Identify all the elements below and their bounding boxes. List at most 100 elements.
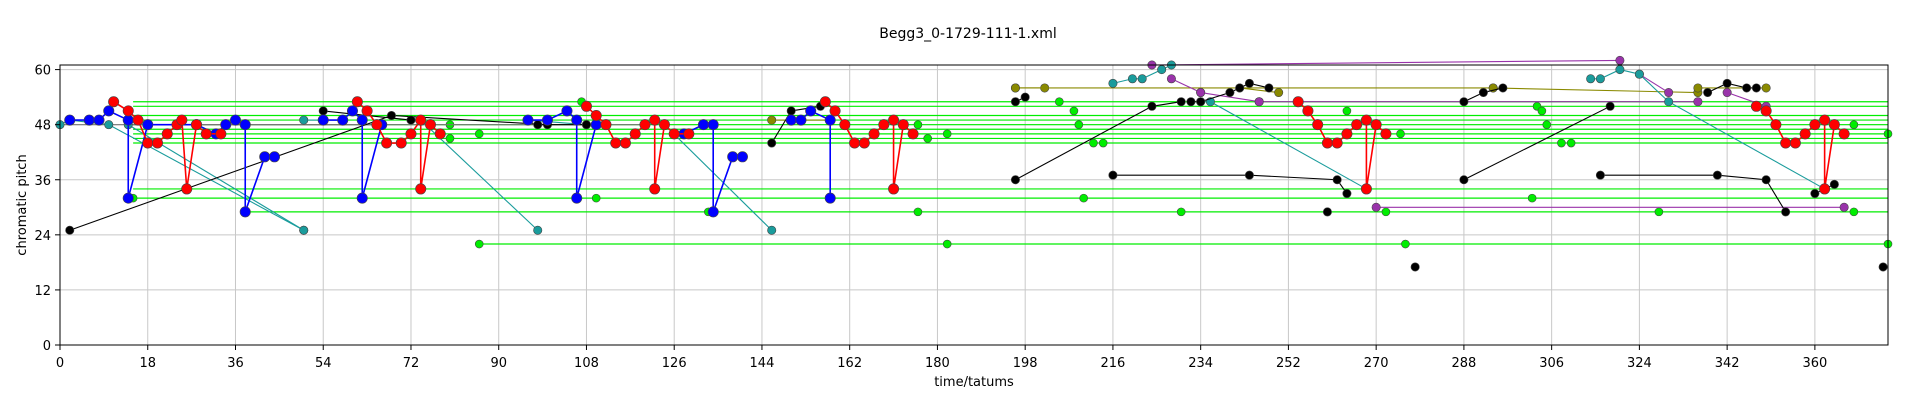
x-tick-label: 234	[1188, 356, 1213, 371]
data-point	[122, 114, 134, 126]
data-point	[1809, 119, 1821, 131]
data-point	[356, 114, 368, 126]
series-line	[683, 123, 743, 213]
data-point	[1396, 129, 1405, 139]
data-point	[736, 151, 748, 163]
data-point	[1302, 105, 1314, 117]
x-tick-label: 54	[315, 356, 332, 371]
data-point	[415, 114, 427, 126]
data-point	[819, 96, 831, 108]
data-point	[395, 137, 407, 149]
data-point	[1634, 69, 1644, 79]
data-point	[849, 137, 861, 149]
data-point	[474, 239, 484, 249]
data-point	[1079, 193, 1088, 203]
x-tick-label: 144	[750, 356, 775, 371]
data-point	[1615, 55, 1625, 65]
series-line	[1600, 174, 1787, 213]
data-point	[1225, 88, 1235, 98]
data-point	[1595, 74, 1605, 84]
series-line	[1463, 105, 1611, 181]
data-point	[1360, 114, 1372, 126]
series-line	[356, 101, 441, 190]
data-point	[259, 151, 271, 163]
data-point	[561, 105, 573, 117]
data-point	[268, 151, 280, 163]
data-point	[668, 128, 680, 140]
data-point	[239, 206, 251, 218]
x-axis-label: time/tatums	[934, 375, 1014, 390]
x-tick-label: 36	[227, 356, 244, 371]
data-point	[190, 119, 202, 131]
data-point	[424, 119, 436, 131]
data-point	[1819, 183, 1831, 195]
data-point	[649, 183, 661, 195]
series-red	[108, 96, 1850, 195]
y-axis-label: chromatic pitch	[15, 154, 30, 255]
data-point	[151, 137, 163, 149]
y-tick-label: 24	[34, 229, 51, 244]
x-tick-label: 180	[925, 356, 950, 371]
data-point	[1722, 78, 1732, 88]
x-tick-label: 162	[837, 356, 862, 371]
series-line	[1200, 91, 1260, 103]
data-point	[767, 138, 777, 148]
data-point	[590, 119, 602, 131]
series-line	[1015, 101, 1182, 181]
data-point	[888, 183, 900, 195]
plot-frame	[59, 64, 1889, 346]
data-point	[629, 128, 641, 140]
data-point	[1789, 137, 1801, 149]
data-point	[1360, 183, 1372, 195]
series-line	[1707, 82, 1757, 94]
data-point	[229, 114, 241, 126]
data-point	[639, 119, 651, 131]
data-point	[1459, 97, 1469, 107]
data-point	[93, 114, 105, 126]
data-point	[942, 129, 952, 139]
data-point	[1264, 83, 1274, 93]
data-point	[200, 128, 212, 140]
data-point	[1605, 101, 1615, 111]
data-point	[371, 119, 383, 131]
data-point	[888, 114, 900, 126]
data-point	[1341, 128, 1353, 140]
data-point	[1108, 170, 1118, 180]
series-line	[1151, 59, 1620, 66]
data-point	[1527, 193, 1537, 203]
data-point	[1176, 207, 1186, 217]
data-point	[1157, 65, 1167, 75]
series-line	[1493, 87, 1698, 94]
data-point	[103, 105, 115, 117]
data-point	[1566, 138, 1576, 148]
data-point	[1459, 175, 1469, 185]
x-tick-label: 360	[1802, 356, 1827, 371]
x-tick-label: 126	[662, 356, 687, 371]
data-point	[829, 105, 841, 117]
data-point	[610, 137, 622, 149]
data-point	[1331, 137, 1343, 149]
series-black	[65, 78, 1888, 272]
chart-title: Begg3_0-1729-111-1.xml	[879, 26, 1056, 42]
data-point	[907, 128, 919, 140]
data-point	[142, 137, 154, 149]
data-point	[571, 192, 583, 204]
data-point	[1342, 106, 1352, 116]
data-point	[405, 128, 417, 140]
data-point	[220, 119, 232, 131]
data-point	[181, 183, 193, 195]
series-line	[791, 109, 831, 199]
data-point	[1371, 202, 1381, 212]
series-line	[1639, 73, 1669, 94]
data-point	[1712, 170, 1722, 180]
x-tick-label: 252	[1276, 356, 1301, 371]
series-line	[59, 119, 304, 231]
data-point	[104, 120, 114, 130]
data-point	[1770, 119, 1782, 131]
data-point	[591, 193, 601, 203]
data-point	[1557, 138, 1566, 148]
data-point	[64, 114, 76, 126]
data-point	[1498, 83, 1508, 93]
data-point	[942, 239, 952, 249]
data-point	[1380, 128, 1392, 140]
